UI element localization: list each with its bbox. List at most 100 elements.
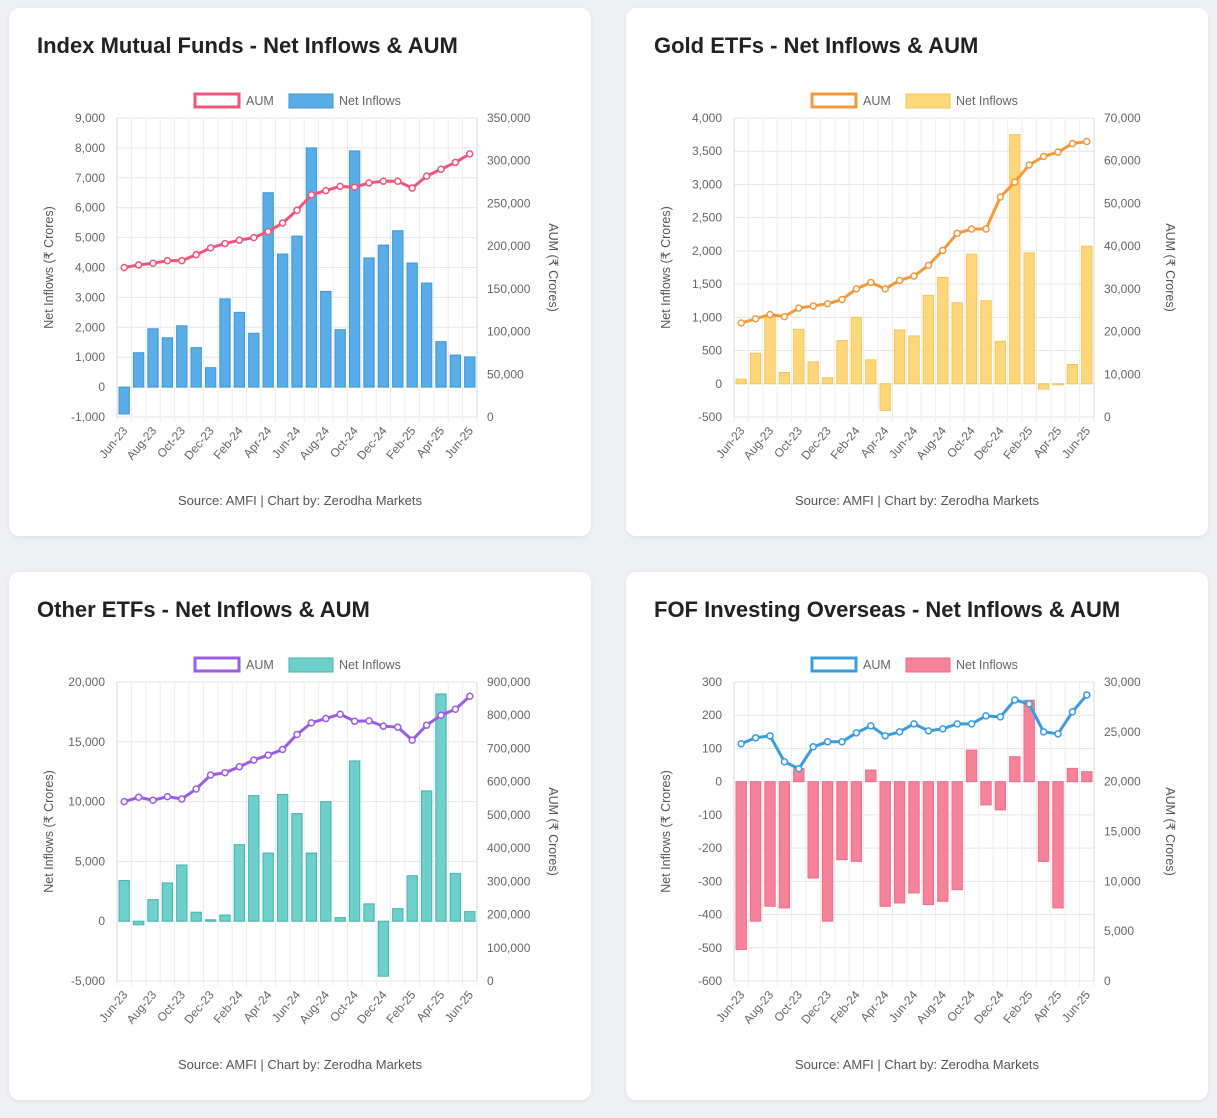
y2-axis-title: AUM (₹ Crores): [1163, 787, 1177, 876]
bar-net-inflows: [965, 253, 978, 385]
point-aum: [1011, 178, 1019, 186]
bar-net-inflows: [190, 911, 202, 922]
line-aum: [740, 693, 1088, 771]
bar-net-inflows: [1052, 781, 1064, 909]
y2-axis-title: AUM (₹ Crores): [1163, 223, 1177, 312]
point-aum: [336, 182, 344, 191]
legend-label-aum: AUM: [246, 94, 274, 108]
point-aum: [910, 272, 918, 280]
point-aum: [451, 705, 460, 713]
y2-tick-label: 400,000: [487, 841, 531, 855]
x-tick-label: Aug-24: [913, 424, 949, 463]
legend-label-aum: AUM: [246, 658, 274, 672]
legend-label-net-inflows: Net Inflows: [956, 94, 1018, 108]
y2-tick-label: 5,000: [1104, 924, 1134, 938]
x-tick-label: Feb-24: [211, 424, 246, 462]
bar-net-inflows: [464, 356, 476, 388]
y2-tick-label: 200,000: [487, 908, 531, 922]
point-aum: [982, 712, 990, 720]
x-tick-label: Jun-25: [442, 988, 477, 1025]
y-tick-label: 4,000: [692, 111, 722, 125]
x-tick-label: Dec-23: [181, 424, 217, 463]
x-tick-label: Jun-25: [1059, 988, 1094, 1025]
y-tick-label: 1,000: [692, 310, 722, 324]
y-tick-label: 3,500: [692, 144, 722, 158]
y2-tick-label: 900,000: [487, 675, 531, 689]
x-tick-label: Apr-25: [413, 424, 447, 461]
chart-other-etfs: 20,000 15,000 10,000 5,000 0 -5,000 900,000 800…: [42, 656, 560, 1027]
bar-net-inflows: [807, 361, 819, 385]
y-tick-label: 3,000: [75, 290, 105, 304]
bar-net-inflows: [276, 793, 289, 922]
point-aum: [451, 158, 460, 167]
point-aum: [895, 728, 904, 736]
point-aum: [1083, 691, 1091, 699]
bar-net-inflows: [118, 880, 130, 922]
x-tick-label: Dec-24: [971, 988, 1007, 1027]
x-tick-label: Feb-24: [828, 424, 863, 462]
bar-net-inflows: [147, 328, 159, 388]
point-aum: [852, 285, 861, 293]
x-tick-label: Apr-25: [1030, 988, 1064, 1025]
x-tick-label: Feb-25: [1000, 988, 1035, 1026]
point-aum: [823, 300, 832, 308]
point-aum: [881, 285, 889, 293]
chart-source: Source: AMFI | Chart by: Zerodha Markets: [178, 1057, 422, 1072]
point-aum: [967, 225, 976, 233]
chart-title: Gold ETFs - Net Inflows & AUM: [654, 33, 979, 58]
point-aum: [1039, 728, 1048, 736]
y-tick-label: 4,000: [75, 261, 105, 275]
x-tick-label: Jun-25: [1059, 424, 1094, 461]
point-aum: [996, 713, 1005, 721]
bar-net-inflows: [464, 911, 476, 922]
y-tick-label: -300: [698, 874, 722, 888]
point-aum: [766, 732, 774, 740]
y2-axis-title: AUM (₹ Crores): [546, 223, 560, 312]
point-aum: [953, 720, 961, 728]
y-tick-label: 10,000: [68, 795, 105, 809]
legend-label-net-inflows: Net Inflows: [339, 658, 401, 672]
x-tick-label: Feb-24: [828, 988, 863, 1026]
y2-tick-label: 250,000: [487, 196, 531, 210]
y2-tick-label: 600,000: [487, 775, 531, 789]
y-tick-label: 300: [702, 675, 722, 689]
point-aum: [264, 227, 272, 236]
point-aum: [852, 729, 861, 737]
point-aum: [1068, 139, 1077, 148]
point-aum: [394, 723, 402, 731]
x-tick-label: Dec-24: [354, 424, 390, 463]
y-tick-label: -200: [698, 841, 722, 855]
x-tick-label: Apr-25: [1030, 424, 1064, 461]
point-aum: [322, 714, 330, 723]
y-tick-label: 5,000: [75, 231, 105, 245]
y2-tick-label: 100,000: [487, 941, 531, 955]
bar-net-inflows: [449, 872, 462, 922]
chart-title: Index Mutual Funds - Net Inflows & AUM: [37, 33, 458, 58]
bar-net-inflows: [735, 781, 747, 950]
x-tick-label: Aug-24: [296, 988, 332, 1027]
legend-swatch-aum: [810, 656, 858, 673]
bar-net-inflows: [865, 769, 877, 783]
y-tick-label: 0: [715, 775, 722, 789]
point-aum: [264, 751, 272, 759]
point-aum: [250, 233, 258, 242]
bar-net-inflows: [850, 781, 863, 862]
point-aum: [192, 785, 200, 793]
bar-net-inflows: [908, 335, 920, 385]
point-aum: [766, 310, 774, 319]
y-tick-label: 2,000: [75, 320, 105, 334]
y2-tick-label: 15,000: [1104, 825, 1141, 839]
point-aum: [235, 236, 244, 244]
bar-net-inflows: [908, 781, 920, 894]
x-tick-label: Aug-24: [296, 424, 332, 463]
y2-tick-label: 50,000: [487, 367, 524, 381]
point-aum: [365, 717, 373, 725]
y-tick-label: -5,000: [71, 974, 105, 988]
point-aum: [408, 184, 416, 192]
y-tick-label: 200: [702, 708, 722, 722]
bar-net-inflows: [348, 150, 361, 388]
point-aum: [379, 177, 388, 185]
y2-tick-label: 0: [487, 410, 494, 424]
x-tick-label: Dec-24: [971, 424, 1007, 463]
y-tick-label: 7,000: [75, 171, 105, 185]
